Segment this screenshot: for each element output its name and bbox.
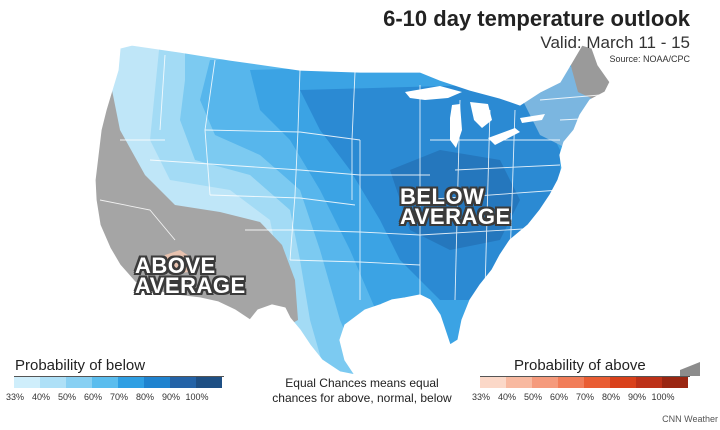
legend-above-swatch (662, 377, 688, 388)
below-label-line-2: AVERAGE (400, 204, 511, 229)
legend-below-tick: 90% (161, 392, 180, 402)
below-label-line-1: BELOW (400, 184, 485, 209)
legend-below-tick: 60% (83, 392, 102, 402)
legend-below-swatch (170, 377, 196, 388)
legend-below-swatches (14, 377, 222, 388)
map-title: 6-10 day temperature outlook (383, 6, 690, 31)
legend-above-tick: 70% (575, 392, 594, 402)
below-average-label: BELOW AVERAGE (400, 184, 511, 229)
lake-ontario (520, 114, 545, 123)
legend-above-swatch (558, 377, 584, 388)
legend-below-swatch (118, 377, 144, 388)
above-average-patch (162, 250, 192, 275)
legend-above-swatch (506, 377, 532, 388)
legend-gray-tab (680, 362, 700, 376)
legend-below-tick: 70% (109, 392, 128, 402)
legend-below-title: Probability of below (15, 357, 146, 374)
legend-below-swatch (66, 377, 92, 388)
legend-below-ticks: 33% 40% 50% 60% 70% 80% 90% 100% (2, 392, 210, 402)
source-credit: Source: NOAA/CPC (609, 54, 690, 64)
legend-below-tick: 33% (5, 392, 24, 402)
above-label-line-1: ABOVE (135, 253, 216, 278)
legend-above-swatch (610, 377, 636, 388)
legend-above-swatches (480, 377, 688, 388)
legend-below-swatch (92, 377, 118, 388)
legend-above-underline (480, 376, 690, 377)
lake-superior (405, 86, 462, 100)
above-label-line-2: AVERAGE (135, 273, 246, 298)
great-lakes (405, 86, 545, 148)
legend-above-title: Probability of above (514, 357, 646, 374)
lake-michigan (450, 104, 462, 148)
legend-above-ticks: 33% 40% 50% 60% 70% 80% 90% 100% (468, 392, 676, 402)
legend-above-swatch (584, 377, 610, 388)
legend-below-swatch (196, 377, 222, 388)
northeast-zone (520, 50, 610, 150)
equal-chances-note: Equal Chances means equal chances for ab… (272, 376, 452, 405)
legend-below-swatch (14, 377, 40, 388)
legend-above-tick: 50% (523, 392, 542, 402)
legend-above-tick: 80% (601, 392, 620, 402)
legend-above-swatch (480, 377, 506, 388)
legend-below-tick: 80% (135, 392, 154, 402)
legend-below-tick: 50% (57, 392, 76, 402)
legend-above-tick: 40% (497, 392, 516, 402)
us-outline (94, 44, 611, 376)
legend-above-swatch (532, 377, 558, 388)
cnn-weather-credit: CNN Weather (662, 414, 718, 424)
legend-below-underline (14, 376, 224, 377)
legend-below-swatch (144, 377, 170, 388)
legend-below-tick: 100% (185, 392, 209, 402)
legend-above-tick: 60% (549, 392, 568, 402)
lake-erie (488, 128, 520, 145)
legend-above-tick: 90% (627, 392, 646, 402)
above-average-label: ABOVE AVERAGE (135, 253, 246, 298)
valid-dates: Valid: March 11 - 15 (540, 33, 690, 52)
legend-above-tick: 100% (651, 392, 675, 402)
legend-above-swatch (636, 377, 662, 388)
legend-below-tick: 40% (31, 392, 50, 402)
legend-above-tick: 33% (471, 392, 490, 402)
equal-chances-west (95, 80, 298, 330)
legend-below-swatch (40, 377, 66, 388)
lake-huron (470, 102, 492, 128)
